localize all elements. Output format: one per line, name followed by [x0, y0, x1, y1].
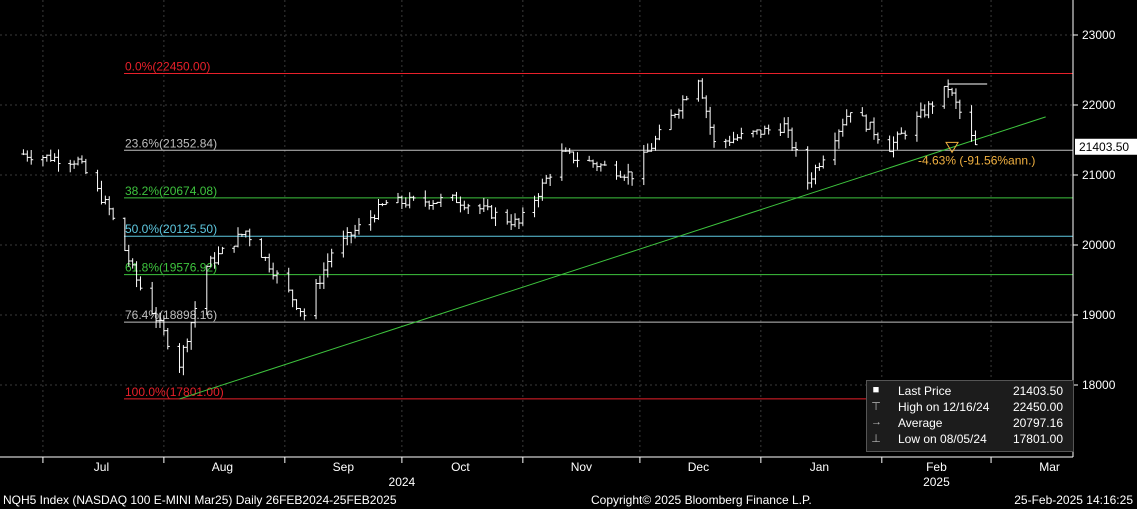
footer-copyright: Copyright© 2025 Bloomberg Finance L.P.	[591, 493, 812, 507]
legend-label: Low on 08/05/24	[898, 432, 987, 446]
y-tick-label: 23000	[1082, 28, 1116, 42]
x-month-label: Oct	[451, 460, 470, 474]
x-month-label: Aug	[212, 460, 233, 474]
fibonacci-levels: 0.0%(22450.00) 23.6%(21352.84) 38.2%(20674…	[124, 60, 1073, 400]
fib-level-label: 76.4%(18898.16)	[125, 308, 217, 322]
legend-box: ■ Last Price 21403.50 ⊤ High on 12/16/24…	[866, 380, 1074, 452]
square-icon: ■	[872, 384, 880, 396]
low-marker-icon: ⊥	[871, 433, 881, 445]
x-month-label: Sep	[333, 460, 355, 474]
y-tick-label: 21000	[1082, 168, 1116, 182]
legend-value: 21403.50	[1012, 384, 1063, 398]
x-month-label: Jan	[810, 460, 829, 474]
fib-level-label: 23.6%(21352.84)	[125, 136, 217, 150]
fib-level-label: 0.0%(22450.00)	[125, 60, 210, 74]
x-month-label: Dec	[688, 460, 709, 474]
average-marker-icon: →	[871, 416, 882, 428]
y-tick-label: 18000	[1082, 378, 1116, 392]
change-marker-icon	[945, 141, 959, 154]
y-tick-label: 19000	[1082, 308, 1116, 322]
fib-level-label: 61.8%(19576.92)	[125, 261, 217, 275]
high-marker-icon: ⊤	[871, 401, 881, 413]
fib-level-label: 100.0%(17801.00)	[125, 385, 224, 399]
trendline	[179, 116, 1046, 400]
legend-label: Average	[898, 416, 943, 430]
legend-item-last-price: ■ Last Price 21403.50	[871, 384, 1069, 399]
legend-label: Last Price	[898, 384, 952, 398]
x-month-label: Mar	[1039, 460, 1060, 474]
legend-value: 17801.00	[1012, 432, 1063, 446]
x-year-label: 2025	[923, 475, 950, 489]
legend-value: 22450.00	[1012, 400, 1063, 414]
axes: 18000 19000 20000 21000 22000 23000 21403.50 Ju…	[0, 0, 1137, 489]
price-bars	[21, 78, 978, 376]
legend-value: 20797.16	[1012, 416, 1063, 430]
legend-item-average: → Average 20797.16	[871, 416, 1069, 431]
grid-lines	[0, 0, 1073, 455]
footer-timestamp: 25-Feb-2025 14:16:25	[1014, 493, 1133, 507]
x-month-label: Jul	[94, 460, 109, 474]
trendline-group	[179, 116, 1046, 400]
change-annotation: -4.63% (-91.56%ann.)	[918, 153, 1035, 167]
last-price-box	[1075, 138, 1137, 155]
x-month-label: Nov	[571, 460, 592, 474]
y-tick-label: 20000	[1082, 238, 1116, 252]
last-price-label: 21403.50	[1079, 140, 1129, 154]
y-tick-label: 22000	[1082, 98, 1116, 112]
x-year-label: 2024	[389, 475, 416, 489]
fib-level-label: 38.2%(20674.08)	[125, 184, 217, 198]
legend-item-high: ⊤ High on 12/16/24 22450.00	[871, 400, 1069, 415]
price-chart: 0.0%(22450.00) 23.6%(21352.84) 38.2%(20674…	[0, 0, 1137, 489]
footer-bar: NQH5 Index (NASDAQ 100 E-MINI Mar25) Dai…	[0, 490, 1137, 509]
footer-security-info: NQH5 Index (NASDAQ 100 E-MINI Mar25) Dai…	[3, 493, 397, 507]
annotation-group: -4.63% (-91.56%ann.)	[918, 83, 1035, 167]
legend-item-low: ⊥ Low on 08/05/24 17801.00	[871, 432, 1069, 447]
fib-level-label: 50.0%(20125.50)	[125, 222, 217, 236]
legend-label: High on 12/16/24	[898, 400, 990, 414]
x-month-label: Feb	[926, 460, 947, 474]
